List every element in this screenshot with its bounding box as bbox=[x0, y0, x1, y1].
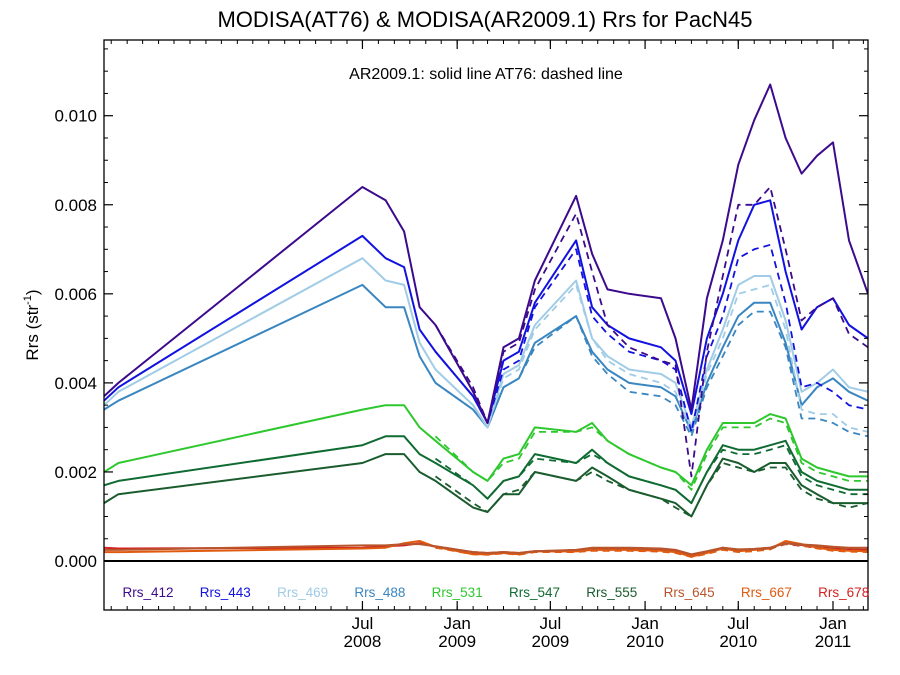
chart-annotation: AR2009.1: solid line AT76: dashed line bbox=[349, 66, 623, 83]
series-rrs-469-dashed bbox=[434, 284, 868, 433]
legend-item: Rrs_412 bbox=[122, 585, 173, 600]
x-tick-label-year: 2008 bbox=[344, 632, 382, 651]
series-rrs-488-dashed bbox=[434, 310, 868, 438]
y-tick-label: 0.002 bbox=[54, 463, 97, 482]
x-axis: Jul2008Jan2009Jul2009Jan2010Jul2010Jan20… bbox=[110, 40, 864, 651]
x-tick-label-month: Jan bbox=[819, 614, 846, 633]
x-tick-label-year: 2011 bbox=[815, 632, 852, 651]
series-rrs-469-solid bbox=[104, 257, 868, 429]
plot-frame bbox=[103, 39, 869, 611]
series-rrs-667-dashed bbox=[435, 541, 868, 558]
x-tick-label-year: 2010 bbox=[719, 632, 757, 651]
y-axis-label: Rrs (str-1) bbox=[22, 289, 42, 360]
legend-item: Rrs_443 bbox=[200, 585, 251, 600]
series-rrs-555-dashed bbox=[434, 462, 868, 518]
series-rrs-531-solid bbox=[104, 404, 868, 487]
legend-item: Rrs_645 bbox=[664, 585, 715, 600]
x-tick-label-month: Jul bbox=[539, 614, 561, 633]
series-rrs-412-dashed bbox=[434, 186, 868, 478]
series-rrs-412-solid bbox=[104, 83, 868, 424]
series-lines bbox=[104, 83, 868, 558]
x-tick-label-month: Jan bbox=[443, 614, 470, 633]
legend-item: Rrs_469 bbox=[277, 585, 328, 600]
series-rrs-547-solid bbox=[104, 435, 868, 505]
series-rrs-645-solid bbox=[104, 542, 868, 556]
y-tick-label: 0.008 bbox=[54, 196, 97, 215]
x-tick-label-month: Jul bbox=[352, 614, 374, 633]
y-tick-label: 0.010 bbox=[54, 107, 97, 126]
legend-item: Rrs_667 bbox=[741, 585, 792, 600]
y-tick-label: 0.006 bbox=[54, 285, 97, 304]
legend-item: Rrs_547 bbox=[509, 585, 560, 600]
legend-item: Rrs_555 bbox=[586, 585, 637, 600]
series-rrs-667-solid bbox=[104, 540, 868, 558]
x-tick-label-year: 2009 bbox=[438, 632, 476, 651]
series-rrs-555-solid bbox=[104, 453, 868, 518]
series-rrs-488-solid bbox=[104, 283, 868, 433]
series-rrs-547-dashed bbox=[434, 444, 868, 504]
y-axis-label-close: ) bbox=[23, 289, 42, 295]
y-axis: 0.000 0.002 0.004 0.006 0.008 0.010 bbox=[54, 48, 868, 571]
x-tick-label-year: 2010 bbox=[626, 632, 664, 651]
x-tick-label-month: Jul bbox=[727, 614, 749, 633]
x-tick-label-year: 2009 bbox=[531, 632, 569, 651]
y-axis-label-text: Rrs (str bbox=[23, 305, 42, 361]
legend-item: Rrs_678 bbox=[818, 585, 869, 600]
x-tick-label-month: Jan bbox=[631, 614, 658, 633]
legend: Rrs_412 Rrs_443 Rrs_469 Rrs_488 Rrs_531 Rrs_5… bbox=[122, 585, 869, 600]
y-tick-label: 0.004 bbox=[54, 374, 97, 393]
series-rrs-443-dashed bbox=[434, 243, 868, 433]
series-rrs-443-solid bbox=[104, 199, 868, 424]
y-tick-label: 0.000 bbox=[54, 552, 97, 571]
y-axis-label-exponent: -1 bbox=[22, 295, 34, 305]
series-rrs-531-dashed bbox=[434, 417, 868, 491]
legend-item: Rrs_488 bbox=[354, 585, 405, 600]
chart-title: MODISA(AT76) & MODISA(AR2009.1) Rrs for … bbox=[217, 7, 752, 32]
legend-item: Rrs_531 bbox=[432, 585, 483, 600]
